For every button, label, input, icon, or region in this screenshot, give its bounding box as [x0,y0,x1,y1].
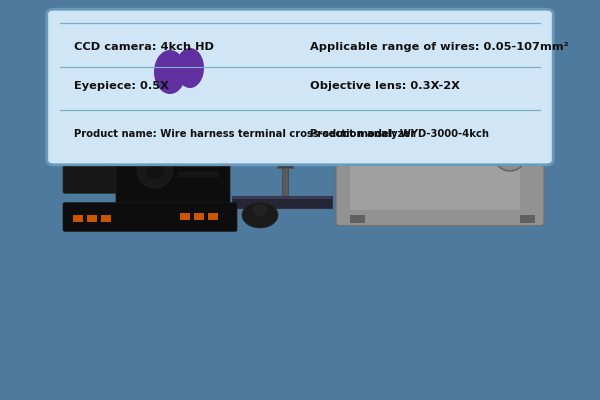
Ellipse shape [154,50,186,94]
Ellipse shape [137,152,173,188]
FancyBboxPatch shape [356,99,402,127]
Bar [87,215,97,222]
Ellipse shape [502,147,518,163]
Bar [125,25,249,110]
Bar [178,126,186,148]
Text: ▲: ▲ [382,136,386,140]
Bar [277,130,293,138]
Text: ▲: ▲ [366,136,370,140]
FancyBboxPatch shape [338,25,542,76]
Bar [125,25,130,110]
Bar [350,90,520,210]
Bar [232,196,332,208]
Ellipse shape [176,48,204,88]
Bar [330,28,342,223]
Ellipse shape [494,139,526,171]
Bar [232,196,332,199]
Text: 1200: 1200 [420,108,438,118]
Bar [395,35,445,65]
Ellipse shape [153,35,197,95]
FancyBboxPatch shape [47,9,553,165]
Text: ▼: ▼ [382,152,386,156]
Text: ▼: ▼ [432,152,436,156]
Bar [125,25,249,30]
FancyBboxPatch shape [361,131,376,145]
FancyBboxPatch shape [427,147,442,161]
Text: ▼: ▼ [366,152,370,156]
FancyBboxPatch shape [406,99,452,127]
Bar [101,215,111,222]
Bar [72,62,108,152]
Bar [122,22,252,117]
Text: ▲: ▲ [432,136,436,140]
FancyBboxPatch shape [411,147,426,161]
FancyBboxPatch shape [63,203,237,231]
Bar [178,152,218,157]
Bar [360,102,398,124]
Bar [180,213,190,220]
FancyBboxPatch shape [427,131,442,145]
Bar [178,142,218,147]
Bar [418,33,426,78]
Bar [360,32,520,70]
Bar [520,215,535,223]
Bar [155,146,210,152]
Ellipse shape [145,160,165,180]
Text: Eyepiece: 0.5X: Eyepiece: 0.5X [74,80,169,90]
FancyBboxPatch shape [377,131,392,145]
Text: Applicable range of wires: 0.05-107mm²: Applicable range of wires: 0.05-107mm² [310,42,568,52]
Bar [244,25,249,110]
Bar [208,213,218,220]
FancyBboxPatch shape [63,21,119,193]
Bar [178,172,218,177]
Text: Objective lens: 0.3X-2X: Objective lens: 0.3X-2X [310,80,460,90]
Text: 1230: 1230 [370,108,388,118]
FancyBboxPatch shape [269,47,297,91]
Text: Product name: Wire harness terminal cross-section analyzer: Product name: Wire harness terminal cros… [74,130,415,140]
Ellipse shape [275,77,291,93]
Ellipse shape [147,28,207,104]
Text: ▲: ▲ [416,136,420,140]
Bar [125,105,249,110]
FancyBboxPatch shape [116,131,230,208]
Ellipse shape [140,26,216,110]
FancyBboxPatch shape [273,39,293,55]
FancyBboxPatch shape [361,147,376,161]
Bar [194,213,204,220]
Text: CCD camera: 4kch HD: CCD camera: 4kch HD [74,42,214,52]
Bar [72,48,90,56]
Bar [277,100,293,108]
Bar [73,155,103,167]
Bar [72,30,90,42]
Ellipse shape [242,202,278,228]
FancyBboxPatch shape [336,25,544,226]
Bar [282,55,288,205]
FancyBboxPatch shape [115,16,259,128]
FancyBboxPatch shape [377,147,392,161]
Bar [350,215,365,223]
Bar [178,162,218,167]
Bar [410,102,448,124]
Bar [277,160,293,168]
FancyBboxPatch shape [411,131,426,145]
Bar [73,215,83,222]
Ellipse shape [252,204,268,216]
Text: Product model: WYD-3000-4kch: Product model: WYD-3000-4kch [310,130,489,140]
Text: ▼: ▼ [416,152,420,156]
